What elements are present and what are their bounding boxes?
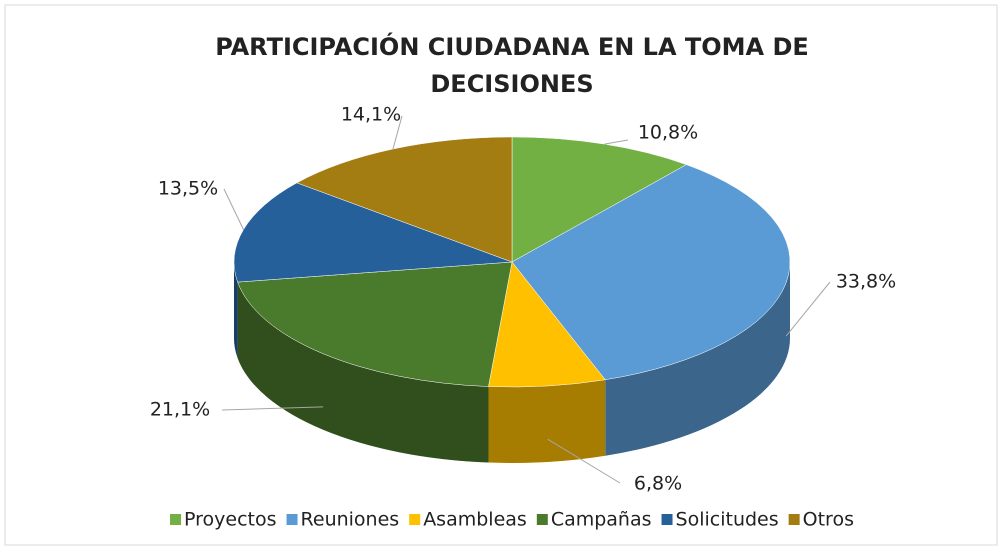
data-label: 33,8%: [836, 271, 896, 293]
legend: Proyectos Reuniones Asambleas Campañas Solic…: [170, 509, 854, 531]
data-label: 13,5%: [158, 178, 218, 200]
side-walls: [234, 262, 791, 464]
legend-label: Otros: [803, 509, 854, 531]
data-label: 6,8%: [634, 473, 682, 495]
slice: [511, 136, 687, 263]
legend-swatch: [409, 514, 421, 525]
title-group: PARTICIPACIÓN CIUDADANA EN LA TOMA DE DEC…: [215, 31, 809, 98]
leader-line: [223, 188, 244, 230]
legend-label: Proyectos: [184, 509, 277, 531]
legend-label: Asambleas: [423, 509, 527, 531]
data-label: 21,1%: [150, 399, 210, 421]
leader-line: [785, 281, 831, 337]
slice: [233, 182, 513, 283]
leader-line: [547, 438, 621, 484]
data-labels: 10,8% 33,8% 6,8% 21,1% 13,5% 14,1%: [150, 104, 896, 495]
slices: [233, 136, 791, 388]
leader-line: [604, 139, 629, 145]
legend-swatch: [286, 514, 298, 525]
slice-side: [234, 262, 238, 359]
slice-side-shade: [237, 282, 489, 463]
leader-line: [221, 406, 324, 411]
slice-side-shade: [488, 379, 606, 464]
leader-line: [392, 115, 403, 150]
legend-label: Solicitudes: [676, 509, 779, 531]
legend-swatch: [788, 514, 800, 525]
slice: [237, 261, 513, 387]
slice: [488, 261, 606, 388]
slice: [511, 164, 791, 381]
legend-swatch: [661, 514, 673, 525]
slice-side-shade: [234, 262, 238, 359]
data-label: 10,8%: [638, 122, 698, 144]
legend-swatch: [170, 514, 182, 525]
legend-swatch: [536, 514, 548, 525]
slice-side: [488, 379, 606, 464]
data-label: 14,1%: [341, 104, 401, 126]
slice-side-shade: [605, 262, 791, 456]
slice-side: [605, 262, 791, 456]
chart-title: PARTICIPACIÓN CIUDADANA EN LA TOMA DE DEC…: [215, 31, 809, 98]
legend-label: Campañas: [551, 509, 652, 531]
slice-side: [237, 282, 489, 463]
legend-label: Reuniones: [301, 509, 400, 531]
